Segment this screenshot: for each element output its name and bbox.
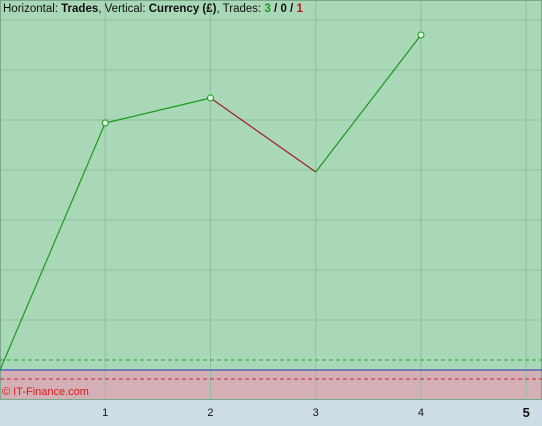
x-tick-label: 3 [313, 407, 319, 419]
equity-segment-up [0, 122, 106, 371]
flats-count: 0 [280, 3, 287, 15]
x-tick-label: 1 [102, 407, 108, 419]
equity-segment-up [105, 97, 211, 124]
losses-count: 1 [296, 3, 303, 15]
chart-header: Horizontal: Trades, Vertical: Currency (… [3, 3, 303, 15]
wins-count: 3 [264, 3, 271, 15]
header-mid: , Vertical: [98, 3, 149, 15]
equity-segment-down [210, 97, 317, 173]
x-tick-label: 5 [523, 405, 530, 420]
trades-label: , Trades: [216, 3, 265, 15]
equity-high-marker [206, 94, 214, 102]
x-tick-label: 4 [418, 407, 424, 419]
equity-high-marker [417, 31, 425, 39]
separator-1: / [270, 3, 281, 15]
profit-zone [0, 0, 542, 370]
x-tick-label: 2 [207, 407, 213, 419]
equity-segment-up [315, 34, 422, 173]
header-prefix: Horizontal: [3, 3, 62, 15]
vertical-axis-name: Currency (£) [148, 3, 217, 15]
copyright-text: © IT-Finance.com [2, 386, 89, 398]
horizontal-axis-name: Trades [61, 3, 99, 15]
separator-2: / [286, 3, 297, 15]
loss-zone [0, 370, 542, 400]
equity-high-marker [101, 119, 109, 127]
